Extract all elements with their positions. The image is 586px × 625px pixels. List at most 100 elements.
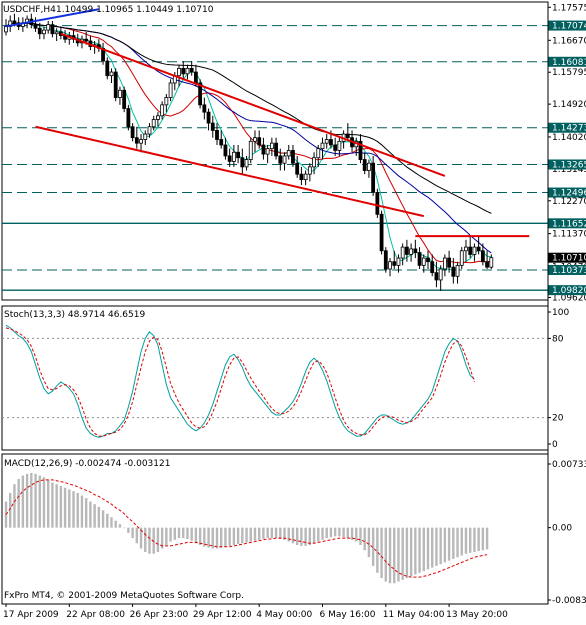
stoch-title: Stoch(13,3,3) 48.9714 46.6519	[4, 310, 145, 320]
candle-body	[291, 150, 295, 164]
candle-body	[371, 162, 376, 193]
candle-body	[33, 24, 38, 29]
macd-histogram-bar	[452, 527, 455, 559]
stochastic-panel[interactable]: Stoch(13,3,3) 48.9714 46.6519	[2, 310, 548, 438]
candle-body	[320, 142, 325, 150]
candle-body	[160, 104, 165, 117]
candle-body	[130, 126, 135, 139]
level-label-box	[548, 187, 586, 198]
candle-body	[202, 104, 207, 113]
candle-body	[134, 137, 139, 144]
macd-histogram-bar	[355, 527, 358, 542]
macd-histogram-bar	[346, 527, 350, 539]
current-price-box	[548, 252, 586, 263]
macd-histogram-bar	[72, 491, 75, 528]
macd-histogram-bar	[165, 527, 168, 546]
price-tick-label: 1.14920	[552, 100, 586, 110]
macd-histogram-bar	[42, 477, 46, 528]
macd-histogram-bar	[342, 527, 345, 538]
candle-body	[193, 71, 198, 84]
macd-histogram-bar	[21, 475, 25, 528]
macd-histogram-bar	[308, 527, 312, 546]
level-label-box	[548, 218, 586, 229]
candle-body	[345, 133, 350, 139]
macd-histogram-bar	[481, 527, 485, 551]
candle-body	[261, 144, 266, 155]
macd-histogram-bar	[439, 527, 442, 565]
level-label-box	[548, 56, 586, 67]
candle-body	[417, 252, 422, 266]
macd-panel[interactable]: MACD(12,26,9) -0.002474 -0.003121	[4, 459, 489, 584]
candle-body	[375, 191, 380, 215]
candle-body	[210, 122, 215, 131]
candle-body	[324, 139, 329, 144]
candle-body	[269, 142, 274, 150]
macd-histogram-bar	[76, 492, 79, 528]
macd-histogram-bar	[376, 527, 379, 573]
price-panel[interactable]	[2, 8, 548, 291]
price-tick-label: 1.14020	[552, 133, 586, 143]
symbol-title: USDCHF,H4	[3, 5, 56, 15]
macd-histogram-bar	[473, 527, 476, 552]
macd-histogram-bar	[211, 527, 214, 549]
candle-body	[248, 140, 253, 160]
macd-histogram-bar	[220, 527, 223, 548]
price-tick-label: 1.16670	[552, 36, 586, 46]
candle-body	[231, 151, 236, 162]
macd-histogram-bar	[447, 527, 451, 561]
candle-body	[143, 133, 148, 140]
macd-histogram-bar	[350, 527, 354, 540]
macd-histogram-bar	[270, 527, 274, 539]
candle-body	[409, 248, 414, 255]
macd-histogram-bar	[177, 527, 181, 539]
macd-histogram-bar	[135, 527, 139, 544]
trendline	[5, 8, 100, 28]
time-tick-label: 4 May 00:00	[256, 610, 312, 620]
macd-histogram-bar	[291, 527, 295, 544]
candle-body	[50, 24, 55, 35]
macd-histogram-bar	[160, 527, 164, 549]
macd-histogram-bar	[317, 527, 320, 542]
time-tick-label: 13 May 20:00	[446, 610, 508, 620]
macd-histogram-bar	[388, 527, 392, 584]
macd-histogram-bar	[118, 524, 122, 528]
price-tick-label: 1.17575	[552, 3, 586, 13]
candle-body	[480, 250, 485, 263]
level-label: 1.12496	[552, 189, 586, 199]
candle-body	[299, 173, 304, 181]
macd-histogram-bar	[97, 506, 101, 528]
macd-histogram-bar	[431, 527, 434, 568]
macd-histogram-bar	[63, 487, 67, 528]
level-label-box	[548, 285, 586, 296]
macd-histogram-bar	[300, 527, 303, 546]
copyright-text: FxPro MT4, © 2001-2009 MetaQuotes Softwa…	[4, 591, 244, 601]
candle-body	[442, 257, 447, 270]
level-label-box	[548, 159, 586, 170]
panel-frames	[1, 1, 549, 605]
candle-body	[164, 97, 169, 106]
candle-body	[392, 261, 397, 266]
macd-histogram-bar	[80, 495, 84, 528]
macd-histogram-bar	[110, 517, 113, 528]
candle-body	[426, 257, 430, 263]
macd-histogram-bar	[325, 527, 328, 539]
candle-body	[383, 250, 388, 270]
candle-body	[464, 246, 468, 252]
macd-histogram-bar	[215, 527, 219, 549]
macd-histogram-bar	[182, 527, 185, 539]
macd-histogram-bar	[249, 527, 252, 542]
macd-histogram-bar	[114, 520, 117, 528]
macd-histogram-bar	[173, 527, 176, 540]
macd-histogram-bar	[236, 527, 240, 545]
level-label: 1.16081	[552, 58, 586, 68]
macd-histogram-bar	[156, 527, 160, 552]
macd-histogram-bar	[338, 527, 341, 537]
time-tick-label: 22 Apr 08:00	[66, 610, 125, 620]
candle-body	[177, 67, 181, 77]
candle-body	[476, 246, 481, 252]
price-tick-label: 1.12270	[552, 197, 586, 207]
candle-body	[156, 115, 160, 120]
level-label: 1.11652	[552, 219, 586, 229]
